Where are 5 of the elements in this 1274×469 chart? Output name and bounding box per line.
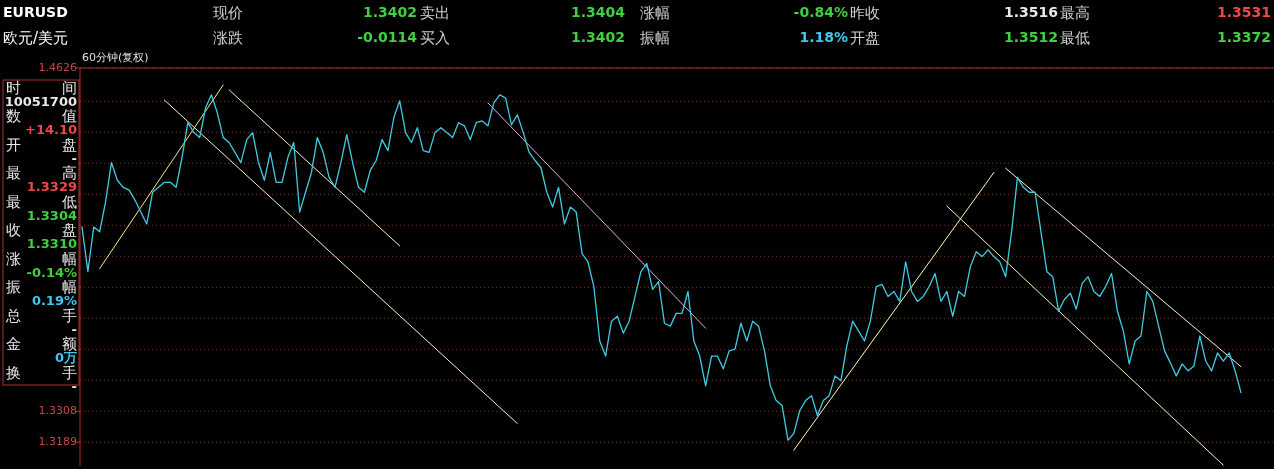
header: EURUSD 欧元/美元 现价 1.3402 卖出 1.3404 涨幅 -0.84%昨收 1.3516最高 1.3531 涨跌 -0.0114 买入 1.3402 振幅 1.18%开盘 1.3512 最低 1.3372 — [3, 3, 1271, 47]
text: 60分钟(复权) — [82, 51, 149, 64]
y-tick-label: 1.4626 — [38, 61, 77, 74]
y-tick-label: 1.3189 — [38, 435, 77, 449]
y-tick-label: 1.3308 — [38, 404, 77, 418]
